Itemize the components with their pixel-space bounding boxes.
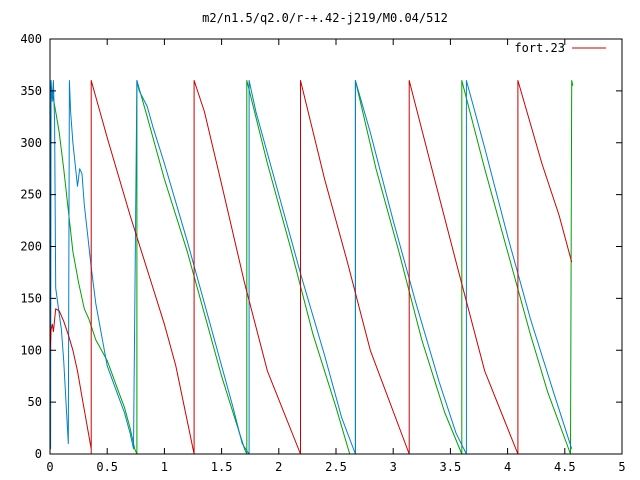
y-tick-label: 200 [20, 240, 42, 254]
series-layer [49, 80, 574, 455]
chart-title: m2/n1.5/q2.0/r-+.42-j219/M0.04/512 [202, 11, 448, 25]
x-tick-label: 1 [161, 460, 168, 474]
series-line-2 [49, 80, 573, 455]
x-tick-label: 4 [504, 460, 511, 474]
y-tick-label: 350 [20, 84, 42, 98]
x-tick-label: 5 [618, 460, 625, 474]
x-tick-label: 1.5 [211, 460, 233, 474]
y-tick-label: 100 [20, 343, 42, 357]
x-tick-label: 2 [275, 460, 282, 474]
legend-entry-label: fort.23 [514, 41, 565, 55]
x-tick-label: 4.5 [554, 460, 576, 474]
x-tick-label: 0.5 [96, 460, 118, 474]
legend: fort.23 [514, 41, 606, 55]
x-tick-label: 3 [390, 460, 397, 474]
y-tick-label: 50 [28, 395, 42, 409]
y-tick-label: 0 [35, 447, 42, 461]
series-line-0 [49, 80, 573, 455]
x-tick-label: 3.5 [440, 460, 462, 474]
x-tick-label: 2.5 [325, 460, 347, 474]
axis-ticks: 0 0.5 1 1.5 2 2.5 3 3.5 4 4.5 50501001502002503003… [20, 32, 625, 474]
series-line-1 [49, 80, 574, 455]
y-tick-label: 250 [20, 188, 42, 202]
y-tick-label: 150 [20, 291, 42, 305]
x-tick-label: 0 [46, 460, 53, 474]
y-tick-label: 400 [20, 32, 42, 46]
y-tick-label: 300 [20, 136, 42, 150]
